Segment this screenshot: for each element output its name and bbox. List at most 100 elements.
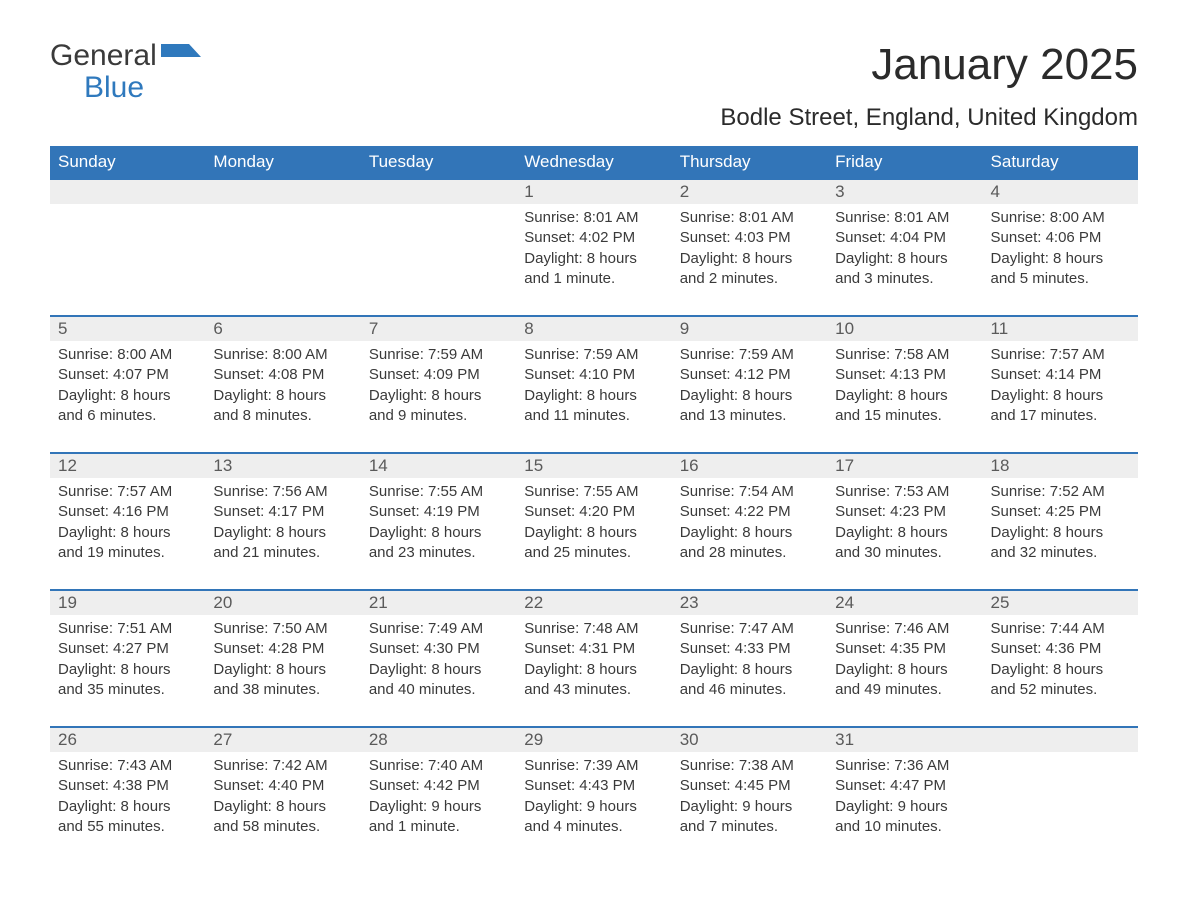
day-number-cell: 2 — [672, 179, 827, 204]
day-detail-cell: Sunrise: 7:48 AMSunset: 4:31 PMDaylight:… — [516, 615, 671, 727]
weekday-header: Sunday — [50, 146, 205, 179]
weekday-header-row: SundayMondayTuesdayWednesdayThursdayFrid… — [50, 146, 1138, 179]
day-number-cell: 12 — [50, 453, 205, 478]
day-detail-cell: Sunrise: 8:01 AMSunset: 4:04 PMDaylight:… — [827, 204, 982, 316]
sunrise-line: Sunrise: 7:43 AM — [58, 757, 172, 774]
sunrise-line: Sunrise: 7:51 AM — [58, 620, 172, 637]
day-number-cell: 18 — [983, 453, 1138, 478]
day-number-cell: 19 — [50, 590, 205, 615]
day-detail-cell — [983, 752, 1138, 863]
sunrise-line: Sunrise: 7:57 AM — [58, 483, 172, 500]
day-detail-cell: Sunrise: 7:43 AMSunset: 4:38 PMDaylight:… — [50, 752, 205, 863]
day-detail-cell: Sunrise: 7:59 AMSunset: 4:09 PMDaylight:… — [361, 341, 516, 453]
sunrise-line: Sunrise: 7:54 AM — [680, 483, 794, 500]
day-number-cell: 29 — [516, 727, 671, 752]
sunset-line: Sunset: 4:27 PM — [58, 640, 169, 657]
day-number-cell: 16 — [672, 453, 827, 478]
daylight-line: Daylight: 8 hours and 43 minutes. — [524, 661, 637, 698]
day-detail-cell: Sunrise: 7:59 AMSunset: 4:10 PMDaylight:… — [516, 341, 671, 453]
sunrise-line: Sunrise: 8:00 AM — [991, 209, 1105, 226]
day-detail-cell: Sunrise: 7:40 AMSunset: 4:42 PMDaylight:… — [361, 752, 516, 863]
daylight-line: Daylight: 8 hours and 17 minutes. — [991, 387, 1104, 424]
day-detail-cell — [50, 204, 205, 316]
day-detail-row: Sunrise: 7:57 AMSunset: 4:16 PMDaylight:… — [50, 478, 1138, 590]
brand-word2: Blue — [50, 71, 144, 104]
brand-word1: General — [50, 39, 157, 72]
sunset-line: Sunset: 4:13 PM — [835, 366, 946, 383]
day-number-row: 1234 — [50, 179, 1138, 204]
sunset-line: Sunset: 4:02 PM — [524, 229, 635, 246]
daylight-line: Daylight: 8 hours and 15 minutes. — [835, 387, 948, 424]
day-number-cell: 10 — [827, 316, 982, 341]
sunset-line: Sunset: 4:10 PM — [524, 366, 635, 383]
day-detail-row: Sunrise: 8:00 AMSunset: 4:07 PMDaylight:… — [50, 341, 1138, 453]
daylight-line: Daylight: 9 hours and 1 minute. — [369, 798, 482, 835]
day-number-cell: 4 — [983, 179, 1138, 204]
day-number-cell: 3 — [827, 179, 982, 204]
header-row: General Blue January 2025 Bodle Street, … — [50, 40, 1138, 146]
day-number-cell: 6 — [205, 316, 360, 341]
weekday-header: Saturday — [983, 146, 1138, 179]
sunrise-line: Sunrise: 8:01 AM — [524, 209, 638, 226]
daylight-line: Daylight: 8 hours and 13 minutes. — [680, 387, 793, 424]
day-detail-cell: Sunrise: 8:00 AMSunset: 4:08 PMDaylight:… — [205, 341, 360, 453]
sunrise-line: Sunrise: 8:00 AM — [58, 346, 172, 363]
day-number-row: 567891011 — [50, 316, 1138, 341]
sunrise-line: Sunrise: 7:49 AM — [369, 620, 483, 637]
day-detail-cell: Sunrise: 8:00 AMSunset: 4:06 PMDaylight:… — [983, 204, 1138, 316]
daylight-line: Daylight: 9 hours and 10 minutes. — [835, 798, 948, 835]
daylight-line: Daylight: 8 hours and 49 minutes. — [835, 661, 948, 698]
sunset-line: Sunset: 4:35 PM — [835, 640, 946, 657]
day-number-cell: 25 — [983, 590, 1138, 615]
weekday-header: Monday — [205, 146, 360, 179]
day-number-cell: 7 — [361, 316, 516, 341]
sunset-line: Sunset: 4:19 PM — [369, 503, 480, 520]
flag-icon — [161, 44, 201, 70]
day-number-cell: 15 — [516, 453, 671, 478]
daylight-line: Daylight: 8 hours and 32 minutes. — [991, 524, 1104, 561]
daylight-line: Daylight: 8 hours and 28 minutes. — [680, 524, 793, 561]
daylight-line: Daylight: 8 hours and 2 minutes. — [680, 250, 793, 287]
daylight-line: Daylight: 9 hours and 7 minutes. — [680, 798, 793, 835]
location-subtitle: Bodle Street, England, United Kingdom — [720, 104, 1138, 132]
sunset-line: Sunset: 4:14 PM — [991, 366, 1102, 383]
sunset-line: Sunset: 4:45 PM — [680, 777, 791, 794]
day-number-cell: 14 — [361, 453, 516, 478]
sunset-line: Sunset: 4:06 PM — [991, 229, 1102, 246]
sunset-line: Sunset: 4:31 PM — [524, 640, 635, 657]
sunrise-line: Sunrise: 7:42 AM — [213, 757, 327, 774]
day-detail-cell: Sunrise: 8:01 AM Sunset: 4:02 PM Daylight:… — [516, 204, 671, 316]
day-number-row: 19202122232425 — [50, 590, 1138, 615]
daylight-line: Daylight: 8 hours and 1 minute. — [524, 250, 637, 287]
daylight-line: Daylight: 8 hours and 9 minutes. — [369, 387, 482, 424]
sunset-line: Sunset: 4:17 PM — [213, 503, 324, 520]
day-detail-cell: Sunrise: 7:42 AMSunset: 4:40 PMDaylight:… — [205, 752, 360, 863]
day-detail-cell: Sunrise: 7:46 AMSunset: 4:35 PMDaylight:… — [827, 615, 982, 727]
sunset-line: Sunset: 4:25 PM — [991, 503, 1102, 520]
sunset-line: Sunset: 4:47 PM — [835, 777, 946, 794]
sunrise-line: Sunrise: 7:59 AM — [680, 346, 794, 363]
sunset-line: Sunset: 4:43 PM — [524, 777, 635, 794]
daylight-line: Daylight: 8 hours and 6 minutes. — [58, 387, 171, 424]
sunset-line: Sunset: 4:33 PM — [680, 640, 791, 657]
sunset-line: Sunset: 4:30 PM — [369, 640, 480, 657]
day-detail-row: Sunrise: 8:01 AM Sunset: 4:02 PM Daylight:… — [50, 204, 1138, 316]
day-number-cell: 20 — [205, 590, 360, 615]
sunrise-line: Sunrise: 7:59 AM — [369, 346, 483, 363]
daylight-line: Daylight: 8 hours and 11 minutes. — [524, 387, 637, 424]
day-number-cell: 23 — [672, 590, 827, 615]
day-detail-cell: Sunrise: 7:36 AMSunset: 4:47 PMDaylight:… — [827, 752, 982, 863]
day-number-cell: 8 — [516, 316, 671, 341]
day-number-cell: 22 — [516, 590, 671, 615]
daylight-line: Daylight: 8 hours and 8 minutes. — [213, 387, 326, 424]
sunset-line: Sunset: 4:23 PM — [835, 503, 946, 520]
sunset-line: Sunset: 4:38 PM — [58, 777, 169, 794]
sunrise-line: Sunrise: 7:44 AM — [991, 620, 1105, 637]
daylight-line: Daylight: 8 hours and 38 minutes. — [213, 661, 326, 698]
sunrise-line: Sunrise: 7:53 AM — [835, 483, 949, 500]
day-detail-cell: Sunrise: 8:00 AMSunset: 4:07 PMDaylight:… — [50, 341, 205, 453]
day-detail-cell: Sunrise: 7:57 AMSunset: 4:14 PMDaylight:… — [983, 341, 1138, 453]
daylight-line: Daylight: 8 hours and 52 minutes. — [991, 661, 1104, 698]
day-number-row: 12131415161718 — [50, 453, 1138, 478]
day-detail-cell: Sunrise: 7:54 AMSunset: 4:22 PMDaylight:… — [672, 478, 827, 590]
